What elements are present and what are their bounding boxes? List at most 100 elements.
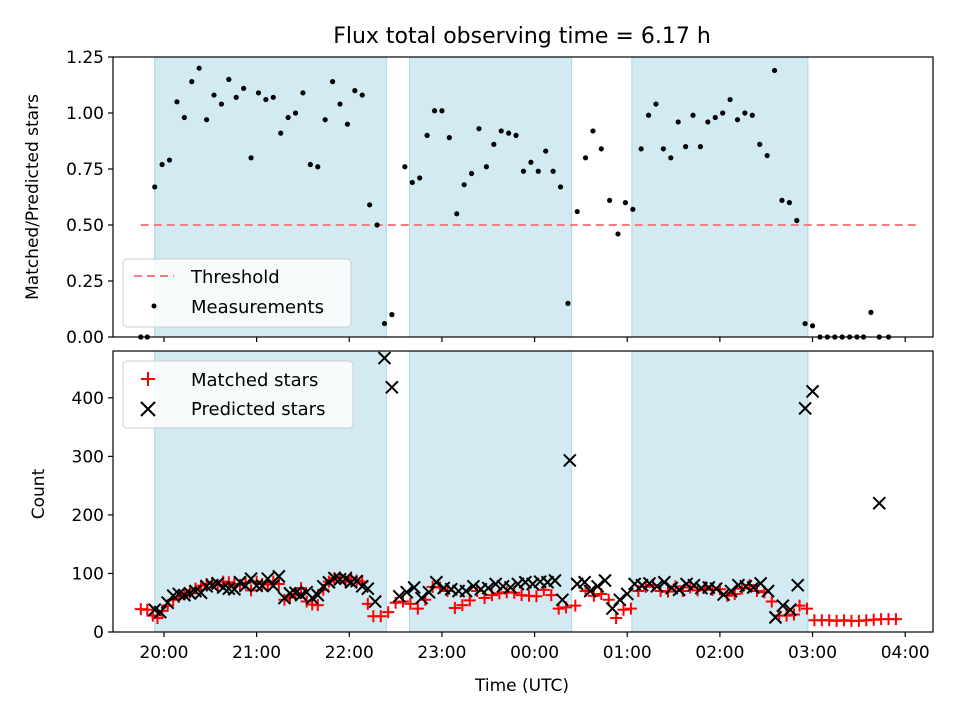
measurement-point	[794, 217, 800, 224]
measurement-point	[211, 92, 217, 98]
top-y-ticks: 0.00 0.25 0.50 0.75 1.00 1.25	[66, 48, 113, 348]
measurement-point	[557, 184, 564, 190]
measurement-point	[638, 146, 644, 152]
top-shaded-intervals	[154, 56, 809, 338]
top-y-tick-label: 0.50	[66, 216, 104, 236]
matched-star-point	[545, 589, 558, 602]
predicted-star-point	[238, 579, 253, 593]
measurement-point	[727, 96, 733, 103]
predicted-star-point	[261, 572, 275, 586]
matched-star-point	[374, 610, 387, 623]
measurement-point	[771, 67, 778, 74]
measurement-point	[786, 200, 792, 206]
top-y-axis-label: Matched/Predicted stars	[23, 94, 43, 300]
predicted-star-point	[272, 569, 286, 584]
x-axis-label: Time (UTC)	[474, 676, 569, 696]
threshold-legend-label: Threshold	[190, 267, 280, 288]
measurement-point	[749, 112, 755, 118]
measurement-point	[742, 110, 748, 116]
measurement-point	[218, 101, 225, 107]
measurement-point	[779, 197, 785, 203]
predicted-star-point	[316, 579, 331, 594]
measurement-point	[802, 320, 808, 327]
measurement-point	[263, 96, 269, 103]
measurement-point	[189, 79, 195, 85]
predicted-star-point	[222, 581, 236, 596]
predicted-star-point	[709, 581, 723, 596]
bottom-x-ticks: 20:00 21:00 22:00 23:00 00:00 01:00 02:00 03:00…	[139, 632, 930, 663]
predicted-star-point	[761, 584, 775, 598]
predicted-star-point	[249, 579, 264, 593]
measurement-point	[720, 110, 726, 116]
predicted-star-point	[791, 578, 805, 592]
measurements-legend-marker	[151, 303, 157, 309]
matched-star-point	[404, 597, 417, 610]
measurement-point	[166, 157, 173, 163]
matched-star-point	[456, 599, 469, 612]
x-tick-label: 04:00	[881, 643, 930, 663]
matched-legend-marker	[141, 372, 155, 386]
measurement-point	[439, 108, 445, 114]
predicted-star-point	[716, 587, 731, 602]
bottom-y-tick-label: 300	[72, 447, 104, 467]
matched-legend-label: Matched stars	[191, 370, 318, 391]
measurement-point	[690, 112, 696, 118]
x-tick-label: 03:00	[788, 643, 837, 663]
measurement-point	[520, 168, 527, 174]
measurement-point	[764, 152, 770, 159]
top-panel: 0.00 0.25 0.50 0.75 1.00 1.25 Matched/Predict…	[23, 48, 934, 348]
measurement-point	[607, 197, 613, 203]
bottom-y-tick-label: 0	[93, 623, 104, 643]
predicted-star-point	[805, 384, 820, 399]
measurement-point	[809, 323, 816, 329]
predicted-star-point	[333, 572, 347, 587]
measurement-point	[337, 101, 343, 107]
measurement-point	[402, 164, 408, 170]
predicted-star-point	[746, 580, 760, 595]
measurement-point	[389, 312, 395, 318]
predicted-star-point	[466, 579, 481, 594]
predicted-star-point	[322, 575, 336, 589]
measurement-point	[528, 159, 534, 165]
measurement-point	[352, 88, 358, 94]
bottom-axes-frame	[112, 350, 934, 633]
matched-star-point	[463, 594, 476, 607]
bottom-legend: Matched stars Predicted stars	[122, 360, 354, 429]
measurement-point	[159, 161, 165, 168]
predicted-star-point	[768, 610, 783, 625]
measurement-point	[315, 164, 321, 170]
measurement-point	[255, 90, 262, 96]
x-tick-label: 01:00	[603, 643, 652, 663]
predicted-star-point	[620, 587, 634, 601]
matched-star-point	[889, 613, 902, 626]
x-tick-label: 22:00	[325, 643, 374, 663]
matched-star-point	[617, 603, 630, 616]
measurement-point	[550, 168, 556, 174]
measurement-point	[174, 99, 180, 105]
measurement-point	[476, 126, 482, 132]
measurement-point	[270, 94, 276, 100]
predicted-star-point	[392, 589, 407, 603]
predicted-star-point	[153, 605, 167, 619]
predicted-star-point	[590, 579, 605, 594]
matched-star-point	[569, 599, 582, 612]
bottom-y-tick-label: 400	[72, 389, 104, 409]
predicted-star-point	[488, 577, 503, 591]
measurement-point	[683, 144, 689, 150]
measurement-point	[233, 94, 239, 100]
predicted-star-point	[526, 577, 540, 591]
predicted-star-point	[650, 579, 664, 594]
predicted-star-point	[503, 580, 518, 595]
predicted-star-point	[598, 573, 612, 588]
measurement-point	[660, 146, 666, 152]
top-x-ticks	[163, 337, 906, 342]
measurement-point	[374, 222, 380, 228]
predicted-star-point	[613, 593, 627, 607]
measurement-point	[483, 164, 490, 170]
measurement-point	[359, 92, 365, 98]
matched-star-point	[382, 606, 395, 619]
predicted-star-point	[776, 598, 790, 613]
predicted-star-point	[481, 581, 495, 595]
predicted-star-point	[724, 584, 738, 598]
